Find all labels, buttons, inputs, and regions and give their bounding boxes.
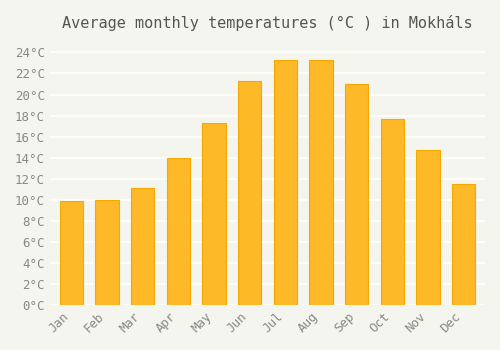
Bar bbox=[452, 184, 475, 305]
Bar bbox=[310, 60, 332, 305]
Bar bbox=[274, 60, 297, 305]
Bar bbox=[238, 81, 261, 305]
Bar bbox=[96, 200, 118, 305]
Bar bbox=[202, 123, 226, 305]
Bar bbox=[416, 150, 440, 305]
Bar bbox=[131, 188, 154, 305]
Bar bbox=[380, 119, 404, 305]
Bar bbox=[345, 84, 368, 305]
Bar bbox=[166, 158, 190, 305]
Title: Average monthly temperatures (°C ) in Mokháls: Average monthly temperatures (°C ) in Mo… bbox=[62, 15, 472, 31]
Bar bbox=[60, 201, 83, 305]
